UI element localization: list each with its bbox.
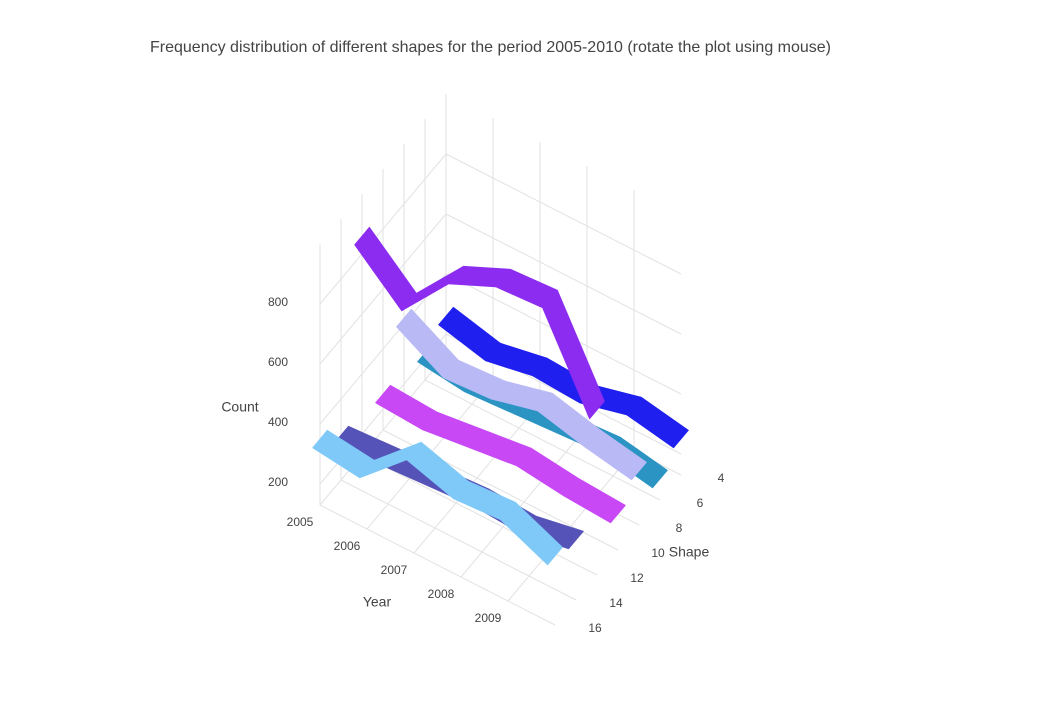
- grid-line: [445, 213, 682, 335]
- ribbon-segment: [563, 477, 626, 524]
- x-tick-label: 2008: [428, 587, 455, 601]
- x-tick-label: 2009: [475, 611, 502, 625]
- z-tick-label: 800: [268, 295, 288, 309]
- ribbon-segment: [354, 226, 417, 312]
- grid-line: [361, 454, 598, 576]
- x-tick-label: 2005: [287, 515, 314, 529]
- ribbon-segment: [626, 396, 689, 449]
- grid-line: [445, 153, 682, 275]
- grid-line: [424, 379, 661, 501]
- y-axis-title: Shape: [669, 544, 710, 560]
- chart-title: Frequency distribution of different shap…: [150, 39, 831, 56]
- z-tick-label: 600: [268, 355, 288, 369]
- z-tick-label: 200: [268, 475, 288, 489]
- ribbon-segment: [542, 289, 605, 420]
- x-axis-title: Year: [363, 594, 392, 610]
- grid-line: [340, 479, 577, 601]
- y-tick-label: 4: [718, 471, 725, 485]
- y-tick-label: 14: [609, 596, 623, 610]
- ribbon-segment: [500, 501, 563, 566]
- z-tick-label: 400: [268, 415, 288, 429]
- y-tick-label: 6: [697, 496, 704, 510]
- y-tick-label: 10: [651, 546, 665, 560]
- grid-line: [319, 504, 556, 626]
- y-tick-label: 16: [588, 621, 602, 635]
- x-tick-label: 2007: [381, 563, 408, 577]
- z-axis-title: Count: [221, 399, 258, 415]
- y-tick-label: 12: [630, 571, 644, 585]
- x-tick-label: 2006: [334, 539, 361, 553]
- ribbon-segment: [584, 428, 647, 481]
- y-tick-label: 8: [676, 521, 683, 535]
